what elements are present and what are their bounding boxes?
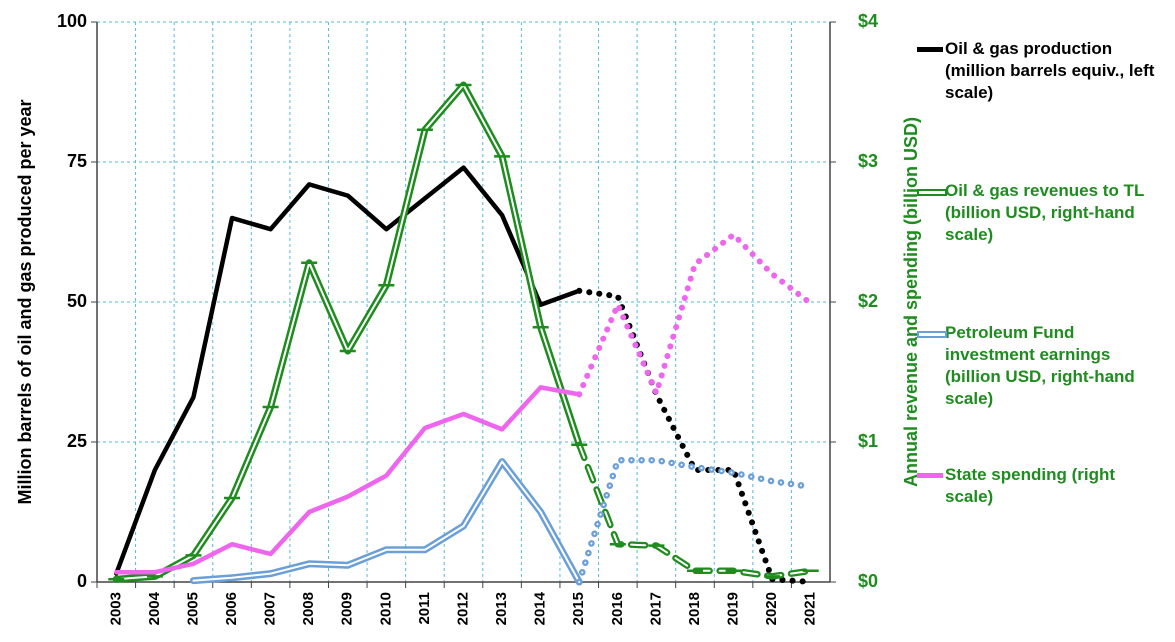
- x-tick-label: 2010: [377, 592, 394, 625]
- x-tick-label: 2005: [184, 592, 201, 625]
- y2-tick-label: $3: [858, 151, 878, 171]
- series-line: [575, 456, 814, 586]
- legend-swatch: [917, 473, 943, 478]
- x-tick-label: 2014: [532, 591, 549, 625]
- x-tick-label: 2021: [802, 592, 819, 625]
- series-line: [114, 385, 582, 575]
- x-tick-label: 2020: [763, 592, 780, 625]
- x-tick-label: 2012: [454, 592, 471, 625]
- y2-tick-label: $1: [858, 431, 878, 451]
- y-tick-label: 50: [67, 291, 87, 311]
- legend-label: Oil & gas production (million barrels eq…: [945, 39, 1155, 102]
- y-tick-label: 0: [77, 571, 87, 591]
- y-tick-label: 75: [67, 151, 87, 171]
- legend-item: Petroleum Fund investment earnings (bill…: [917, 322, 1160, 410]
- y2-tick-label: $4: [858, 11, 878, 31]
- x-tick-label: 2007: [262, 592, 279, 625]
- legend-label: State spending (right scale): [945, 465, 1115, 506]
- x-tick-label: 2015: [570, 592, 587, 625]
- series-line-inner: [192, 460, 581, 583]
- x-tick-label: 2017: [647, 592, 664, 625]
- legend-swatch: [917, 331, 947, 338]
- x-tick-label: 2009: [339, 592, 356, 625]
- x-tick-label: 2011: [416, 592, 433, 625]
- y2-tick-label: $0: [858, 571, 878, 591]
- x-tick-label: 2006: [223, 592, 240, 625]
- series-line-inner: [115, 84, 581, 581]
- series-line: [576, 231, 814, 398]
- y-tick-label: 25: [67, 431, 87, 451]
- legend-label: Oil & gas revenues to TL (billion USD, r…: [945, 181, 1145, 244]
- legend-item: State spending (right scale): [917, 464, 1160, 508]
- x-tick-label: 2008: [300, 592, 317, 625]
- x-tick-label: 2013: [493, 592, 510, 625]
- legend-swatch: [917, 189, 947, 196]
- x-tick-label: 2016: [609, 592, 626, 625]
- legend-label: Petroleum Fund investment earnings (bill…: [945, 323, 1135, 408]
- legend-swatch: [917, 47, 943, 52]
- legend-item: Oil & gas production (million barrels eq…: [917, 38, 1160, 104]
- x-tick-label: 2018: [686, 592, 703, 625]
- series-line: [114, 165, 582, 576]
- y-axis-title: Million barrels of oil and gas produced …: [15, 99, 35, 504]
- x-tick-label: 2004: [146, 591, 163, 625]
- y2-axis-title: Annual revenue and spending (billion USD…: [901, 117, 921, 487]
- legend-item: Oil & gas revenues to TL (billion USD, r…: [917, 180, 1160, 246]
- y2-tick-label: $2: [858, 291, 878, 311]
- y-tick-label: 100: [57, 11, 87, 31]
- series-line: [112, 81, 583, 583]
- x-tick-label: 2019: [725, 592, 742, 625]
- x-tick-label: 2003: [107, 592, 124, 625]
